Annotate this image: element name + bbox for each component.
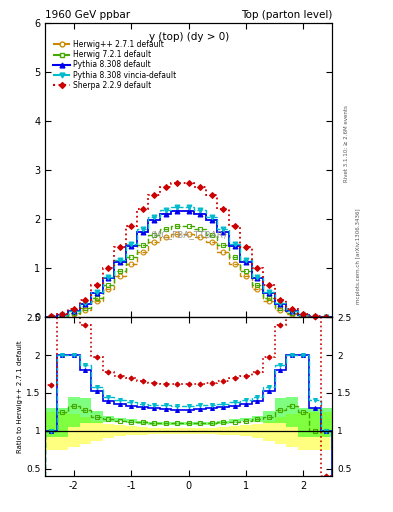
Y-axis label: Ratio to Herwig++ 2.7.1 default: Ratio to Herwig++ 2.7.1 default [17,340,23,453]
Text: (MC_FBA_TTBAR): (MC_FBA_TTBAR) [151,230,227,239]
Text: mcplots.cern.ch [arXiv:1306.3436]: mcplots.cern.ch [arXiv:1306.3436] [356,208,361,304]
Text: Rivet 3.1.10; ≥ 2.6M events: Rivet 3.1.10; ≥ 2.6M events [344,105,349,182]
Text: 1960 GeV ppbar: 1960 GeV ppbar [45,10,130,20]
Legend: Herwig++ 2.7.1 default, Herwig 7.2.1 default, Pythia 8.308 default, Pythia 8.308: Herwig++ 2.7.1 default, Herwig 7.2.1 def… [52,38,178,91]
Text: Top (parton level): Top (parton level) [241,10,332,20]
Text: y (top) (dy > 0): y (top) (dy > 0) [149,32,229,42]
